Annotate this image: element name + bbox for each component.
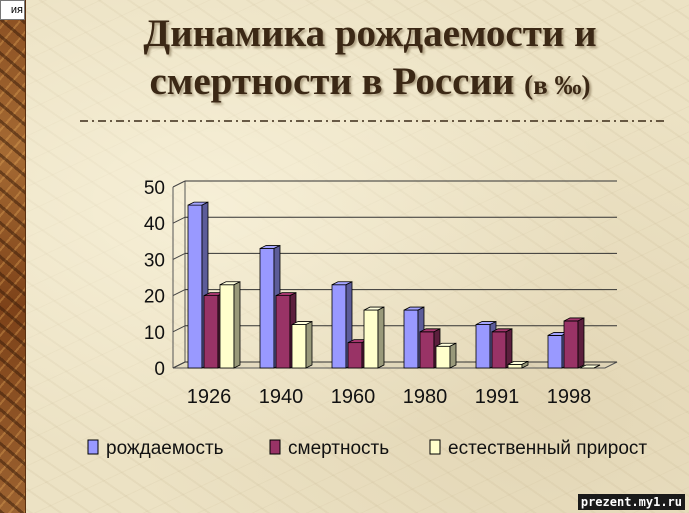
legend-swatch — [269, 439, 281, 455]
bar-side — [593, 364, 601, 369]
watermark: prezent.my1.ru — [577, 494, 685, 510]
bar-front — [419, 331, 435, 369]
bar-side — [377, 306, 385, 369]
bar-front — [491, 331, 507, 369]
bar-front — [259, 248, 275, 369]
bar — [563, 317, 585, 369]
title-line-1: Динамика рождаемости и — [143, 12, 597, 55]
gridline-slant — [172, 325, 186, 333]
bar — [579, 364, 601, 369]
x-tick-label: 1991 — [475, 386, 520, 408]
x-tick-label: 1960 — [331, 386, 376, 408]
legend-label: рождаемость — [106, 438, 224, 459]
bar-side — [577, 317, 585, 369]
title-line-2: смертности в России — [149, 60, 515, 103]
legend-label: смертность — [288, 438, 389, 459]
y-tick-label: 20 — [144, 287, 165, 308]
gridline-slant — [172, 289, 186, 297]
gridline-slant — [172, 216, 186, 224]
bar — [219, 281, 241, 369]
bar-side — [233, 281, 241, 369]
x-tick-label: 1998 — [547, 386, 592, 408]
y-tick-label: 30 — [144, 250, 165, 271]
title-unit: (в ‰) — [524, 70, 591, 100]
bar-front — [363, 309, 379, 369]
bar-front — [475, 324, 491, 369]
y-tick-label: 10 — [144, 323, 165, 344]
bar — [291, 320, 313, 369]
bar-front — [563, 320, 579, 369]
bar-front — [331, 284, 347, 369]
bar — [491, 328, 513, 369]
title-divider — [80, 120, 665, 122]
bar-front — [219, 284, 235, 369]
bar-side — [521, 360, 529, 369]
slide-title: Динамика рождаемости и смертности в Росс… — [60, 10, 680, 109]
legend-swatch — [429, 439, 441, 455]
bar-front — [347, 342, 363, 369]
x-tick-label: 1926 — [187, 386, 232, 408]
bar-side — [449, 342, 457, 369]
bar — [507, 360, 529, 369]
bar-front — [291, 324, 307, 369]
gridline-slant — [172, 361, 186, 369]
bar-front — [187, 204, 203, 369]
bar-front — [403, 309, 419, 369]
gridline-slant — [172, 180, 186, 188]
y-tick-label: 40 — [144, 214, 165, 235]
legend-label: естественный прирост — [448, 438, 647, 459]
y-tick-label: 50 — [144, 178, 165, 199]
bar-front — [547, 335, 563, 369]
bar-front — [275, 295, 291, 369]
gridline-slant — [172, 252, 186, 260]
corner-tab[interactable]: ия — [0, 0, 25, 20]
bar-front — [507, 363, 523, 369]
y-tick-label: 0 — [154, 359, 165, 380]
legend-swatch — [87, 439, 99, 455]
bar-front — [203, 295, 219, 369]
bar — [435, 342, 457, 369]
bar — [363, 306, 385, 369]
bar-side — [505, 328, 513, 369]
decorative-wood-strip — [0, 0, 26, 513]
bar-side — [305, 320, 313, 369]
bar-front — [435, 345, 451, 369]
x-tick-label: 1940 — [259, 386, 304, 408]
x-tick-label: 1980 — [403, 386, 448, 408]
